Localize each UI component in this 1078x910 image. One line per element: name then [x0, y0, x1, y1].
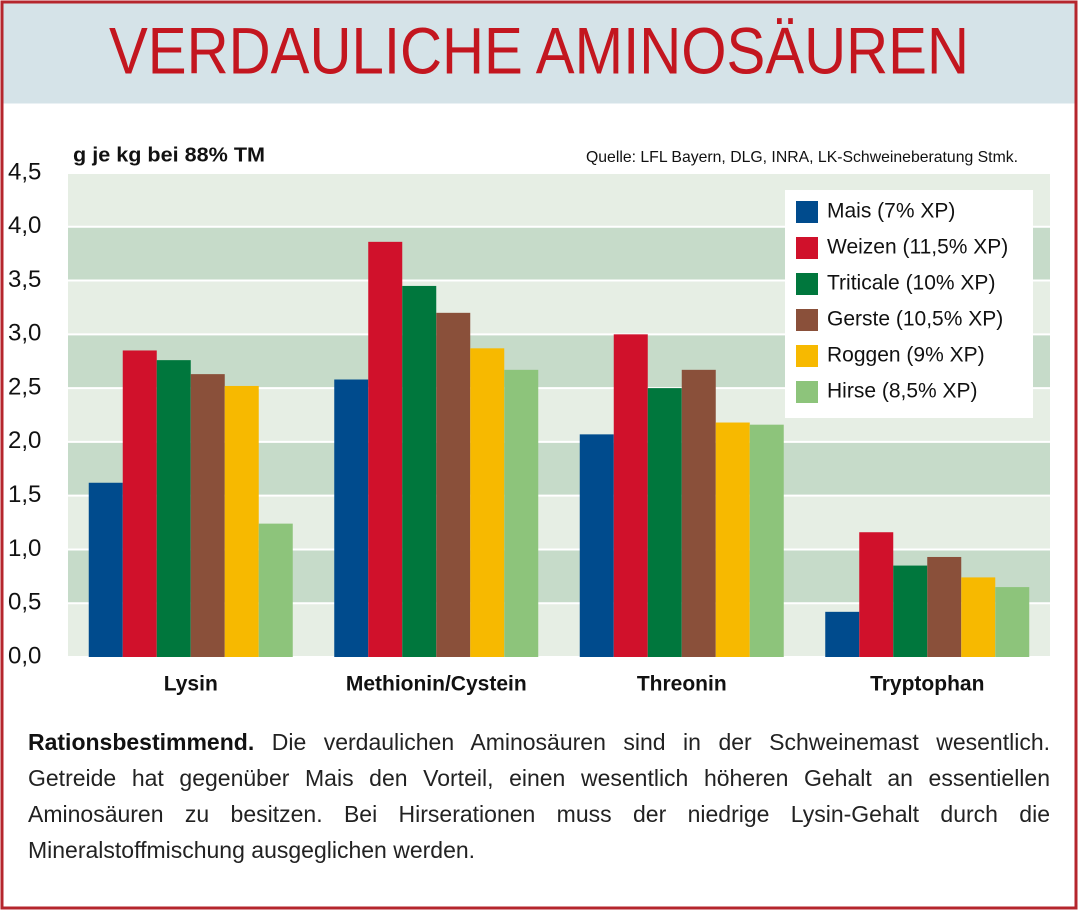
bar [927, 556, 962, 657]
bar [470, 348, 505, 657]
y-tick-label: 3,5 [8, 266, 41, 293]
x-tick-label: Methionin/Cystein [346, 673, 527, 696]
bar [224, 385, 259, 657]
legend: Mais (7% XP) Weizen (11,5% XP) Triticale (… [785, 190, 1033, 418]
legend-label: Mais (7% XP) [827, 200, 955, 223]
y-tick-label: 0,5 [8, 589, 41, 616]
bar [681, 369, 716, 657]
legend-swatch [796, 309, 818, 331]
legend-label: Hirse (8,5% XP) [827, 380, 978, 403]
legend-label: Weizen (11,5% XP) [827, 236, 1008, 259]
caption: Rationsbestimmend. Die verdaulichen Amin… [28, 724, 1050, 868]
x-tick-label: Threonin [637, 673, 727, 696]
y-tick-label: 0,0 [8, 642, 41, 669]
legend-swatch [796, 237, 818, 259]
plot: 0,0 0,5 1,0 1,5 2,0 2,5 3,0 3,5 4,0 4,5 Lysin Methi… [8, 158, 1050, 696]
bar [579, 434, 614, 657]
chart-title: VERDAULICHE AMINOSÄUREN [109, 13, 969, 87]
y-tick-label: 4,5 [8, 158, 41, 185]
bar [436, 312, 471, 657]
y-tick-label: 4,0 [8, 212, 41, 239]
legend-swatch [796, 273, 818, 295]
y-tick-label: 2,0 [8, 427, 41, 454]
bar [190, 374, 225, 657]
legend-swatch [796, 201, 818, 223]
bar [334, 379, 369, 657]
x-tick-label: Tryptophan [870, 673, 984, 696]
legend-label: Roggen (9% XP) [827, 344, 985, 367]
y-axis-label: g je kg bei 88% TM [73, 144, 265, 166]
y-tick-label: 3,0 [8, 320, 41, 347]
bar [961, 577, 996, 657]
bar [715, 422, 750, 657]
legend-label: Gerste (10,5% XP) [827, 308, 1003, 331]
bar [859, 532, 894, 657]
y-tick-label: 1,0 [8, 535, 41, 562]
bar [156, 360, 191, 657]
title-band [3, 3, 1075, 104]
caption-text: Die verdaulichen Aminosäuren sind in der… [28, 729, 1051, 863]
bar [258, 523, 293, 657]
y-tick-label: 1,5 [8, 481, 41, 508]
y-tick-label: 2,5 [8, 373, 41, 400]
bar [647, 388, 682, 657]
bar [368, 241, 403, 657]
bar [88, 482, 123, 657]
bar [749, 424, 784, 657]
bar [825, 611, 860, 657]
x-tick-label: Lysin [164, 673, 218, 696]
legend-swatch [796, 381, 818, 403]
bar [122, 350, 157, 657]
caption-lead: Rationsbestimmend. [28, 729, 255, 755]
legend-label: Triticale (10% XP) [827, 272, 995, 295]
bar [893, 565, 928, 657]
bar [995, 587, 1030, 657]
legend-box [785, 190, 1033, 418]
source: Quelle: LFL Bayern, DLG, INRA, LK-Schwei… [586, 149, 1018, 166]
legend-swatch [796, 345, 818, 367]
bar [613, 334, 648, 657]
bar [402, 285, 437, 657]
bar [504, 369, 539, 657]
